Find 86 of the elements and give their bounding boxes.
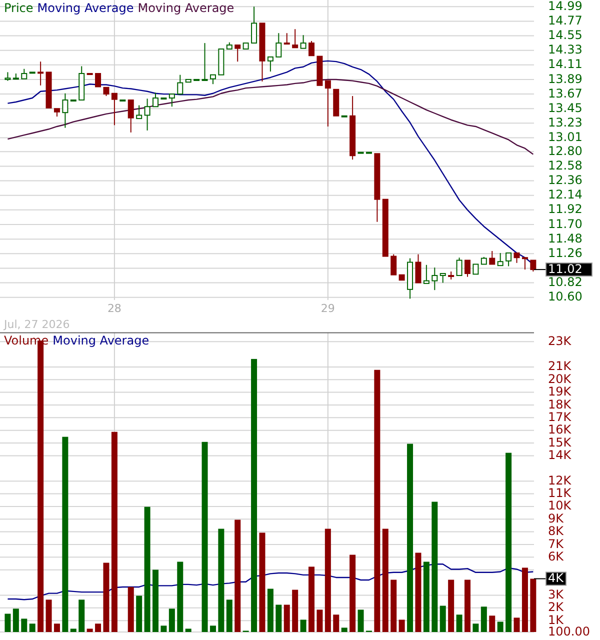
line-series xyxy=(7,78,534,155)
y-tick-label: 17K xyxy=(548,410,572,424)
y-tick-label: 19K xyxy=(548,384,572,399)
candlestick xyxy=(415,254,422,284)
y-tick-label: 12.36 xyxy=(548,173,582,188)
candlestick xyxy=(514,252,520,264)
y-tick-label: 3K xyxy=(548,588,565,602)
y-tick-label: 6K xyxy=(548,549,565,564)
candlestick xyxy=(284,32,290,45)
candlestick xyxy=(38,61,44,86)
y-tick-label: 10.60 xyxy=(548,290,582,304)
y-tick-label: 11.26 xyxy=(548,246,582,260)
y-tick-label: 9K xyxy=(548,511,565,526)
y-tick-label: 21K xyxy=(548,359,572,374)
y-tick-label: 13.89 xyxy=(548,72,582,86)
y-tick-label: 12.58 xyxy=(548,158,582,173)
candlestick xyxy=(522,257,528,270)
candlestick xyxy=(62,92,68,128)
y-tick-label: 20K xyxy=(548,372,572,386)
candlestick xyxy=(144,98,150,131)
y-tick-label: 15K xyxy=(548,435,572,450)
y-tick-label: 13.23 xyxy=(548,115,582,130)
candlestick xyxy=(276,32,282,58)
y-tick-label: 10.82 xyxy=(548,275,582,290)
y-tick-label: 16K xyxy=(548,422,572,437)
candlestick xyxy=(152,92,159,108)
y-tick-label: 12K xyxy=(548,473,572,488)
y-tick-label: 12.14 xyxy=(548,188,582,202)
candlestick xyxy=(432,267,438,291)
y-tick-label: 11.70 xyxy=(548,216,582,231)
y-tick-label: 1K xyxy=(548,612,565,627)
candlestick xyxy=(489,250,496,265)
y-tick-label: 10K xyxy=(548,498,572,513)
candlestick xyxy=(472,264,479,275)
y-tick-label: 13.01 xyxy=(548,130,582,144)
candlestick xyxy=(423,264,430,284)
y-tick-label: 11K xyxy=(548,486,572,500)
x-tick-label: 28 xyxy=(107,302,122,315)
text: Moving Average xyxy=(52,334,150,348)
ref-line-label: 4K xyxy=(548,571,565,586)
candlestick xyxy=(267,56,274,72)
y-tick-label: 14.55 xyxy=(548,28,582,42)
candlestick xyxy=(251,6,258,44)
y-tick-label: 14K xyxy=(548,448,572,462)
candlestick xyxy=(456,257,462,276)
y-tick-label: 14.77 xyxy=(548,13,582,28)
y-tick-label: 23K xyxy=(548,334,572,348)
candlestick xyxy=(497,252,504,266)
candlestick xyxy=(202,42,208,81)
y-tick-label: 2K xyxy=(548,600,565,614)
candlestick xyxy=(390,254,397,276)
candlestick xyxy=(324,80,331,127)
candlestick xyxy=(128,100,134,133)
candlestick xyxy=(111,92,118,126)
candlestick xyxy=(234,44,241,62)
y-tick-label: 11.92 xyxy=(548,202,582,216)
y-tick-label: 14.33 xyxy=(548,42,582,57)
candlestick xyxy=(530,260,536,272)
ref-line-label: 11.02 xyxy=(548,262,582,276)
candlestick xyxy=(177,74,184,95)
text: Price xyxy=(4,1,34,15)
y-tick-label: 7K xyxy=(548,536,565,551)
candlestick xyxy=(300,34,306,49)
y-tick-label: 14.99 xyxy=(548,0,582,13)
text: Jul, 27 2026 xyxy=(3,318,70,331)
candlestick xyxy=(21,68,28,80)
y-tick-label: 12.80 xyxy=(548,144,582,158)
x-tick-label: 29 xyxy=(320,302,335,315)
candlestick xyxy=(168,94,175,108)
candlestick xyxy=(136,104,142,120)
candlestick xyxy=(95,73,102,88)
y-tick-label: 100.00 xyxy=(548,624,590,638)
y-tick-label: 11.48 xyxy=(548,231,582,246)
candlestick xyxy=(506,252,512,267)
y-tick-label: 13.45 xyxy=(548,100,582,115)
candlestick xyxy=(440,273,446,284)
text: Moving Average xyxy=(37,1,134,15)
candlestick xyxy=(210,74,216,85)
y-tick-label: 14.11 xyxy=(548,57,582,72)
candlestick xyxy=(292,28,298,48)
candlestick xyxy=(308,40,314,56)
y-tick-label: 18K xyxy=(548,397,572,412)
candlestick xyxy=(464,260,470,278)
text: Moving Average xyxy=(138,1,234,15)
y-tick-label: 13.67 xyxy=(548,86,582,100)
y-tick-label: 8K xyxy=(548,524,565,538)
